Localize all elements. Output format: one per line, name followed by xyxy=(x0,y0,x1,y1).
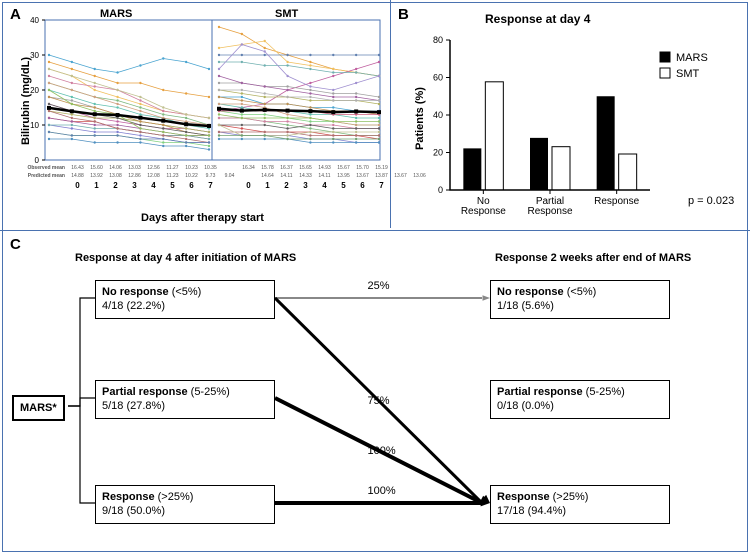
panel-c-arrows xyxy=(0,0,750,554)
